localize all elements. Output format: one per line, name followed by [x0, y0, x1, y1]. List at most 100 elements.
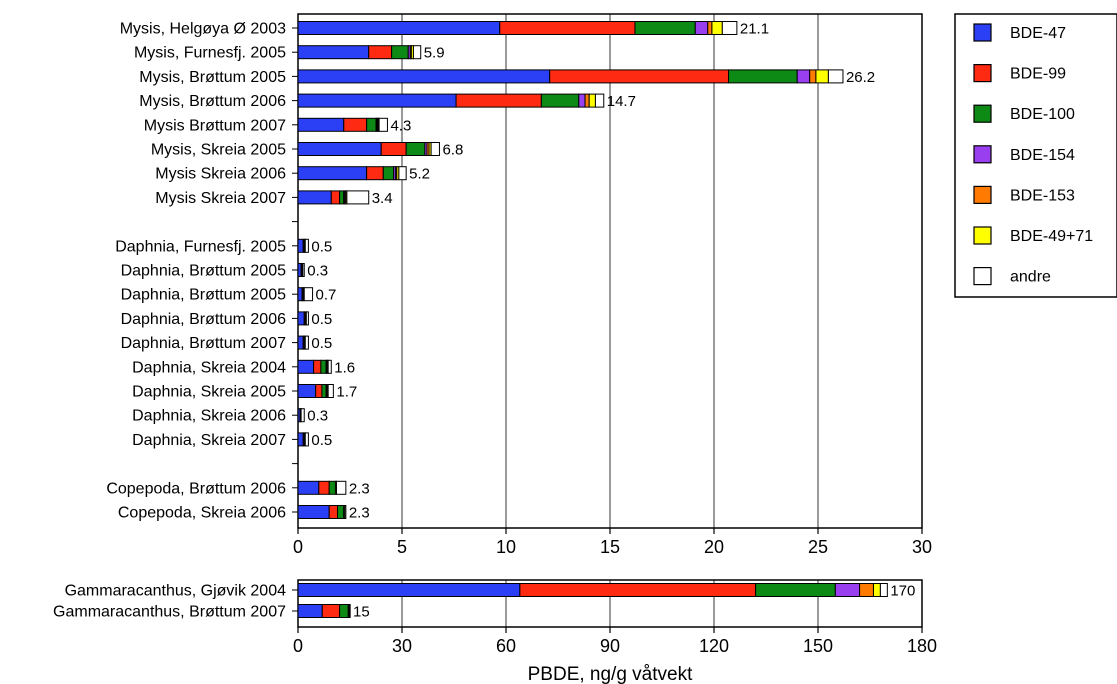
bar-segment-bde-100	[755, 583, 836, 597]
category-label: Daphnia, Brøttum 2005	[121, 263, 287, 280]
x-tick-label-1-0: 0	[293, 636, 303, 656]
category-label: Mysis Brøttum 2007	[144, 117, 286, 134]
bar-segment-bde-100	[320, 359, 327, 374]
bar-segment-bde-99	[315, 384, 323, 398]
bar-segment-bde-100	[540, 93, 580, 108]
bar-segment-bde-47	[297, 359, 315, 374]
legend-entry-label: BDE-99	[1010, 66, 1066, 83]
total-value-label: 26.2	[846, 69, 875, 86]
bar-segment-bde-154	[834, 583, 861, 597]
x-tick-label-0-2: 10	[496, 537, 516, 557]
bar-segment-bde-47	[297, 432, 304, 447]
x-tick-label-0-3: 15	[600, 537, 620, 557]
bar-segment-bde-100	[321, 384, 327, 398]
bar-segment-andre	[412, 45, 422, 60]
bar-segment-bde-100	[337, 505, 345, 519]
category-label: Gammaracanthus, Gjøvik 2004	[65, 583, 287, 600]
bar-segment-bde-154	[694, 21, 709, 35]
bar-segment-bde-47	[297, 190, 332, 205]
bar-segment-bde-99	[318, 480, 330, 495]
bar-segment-bde-47	[297, 45, 370, 60]
bar-segment-andre	[300, 408, 305, 423]
total-value-label: 0.3	[307, 263, 328, 280]
bar-segment-andre	[721, 21, 738, 35]
x-tick-label-1-2: 60	[496, 636, 516, 656]
bar-segment-bde-47	[297, 505, 330, 519]
total-value-label: 6.8	[442, 142, 463, 159]
total-value-label: 170	[890, 583, 915, 600]
bar-segment-bde-100	[339, 604, 349, 618]
bar-segment-bde-99	[328, 505, 339, 519]
category-label: Copepoda, Brøttum 2006	[106, 480, 286, 497]
bar-segment-bde-99	[343, 117, 368, 132]
bar-segment-bde-47	[297, 335, 304, 350]
total-value-label: 3.4	[372, 190, 393, 207]
bar-segment-bde-153	[809, 69, 817, 84]
bar-segment-bde-47	[297, 21, 501, 35]
bar-segment-bde-49-71	[872, 583, 881, 597]
bar-segment-andre	[335, 480, 347, 495]
total-value-label: 1.6	[334, 359, 355, 376]
bar-segment-bde-99	[330, 190, 341, 205]
bar-segment-bde-99	[380, 142, 407, 156]
gammaracanthus-panel: 0 30 60 90 120 150 180 Gammaracanthus, Gjøvik 2…	[53, 579, 937, 656]
bar-segment-bde-100	[328, 480, 336, 495]
bar-segment-bde-99	[455, 93, 542, 108]
legend-swatch	[973, 267, 992, 286]
bar-segment-andre	[430, 142, 440, 156]
x-tick-label-0-4: 20	[704, 537, 724, 557]
total-value-label: 5.2	[409, 166, 430, 183]
bar-segment-bde-99	[366, 166, 384, 181]
category-label: Mysis, Skreia 2005	[151, 142, 286, 159]
total-value-label: 21.1	[740, 21, 769, 38]
bar-segment-bde-100	[391, 45, 409, 60]
legend-entry-label: BDE-47	[1010, 25, 1066, 42]
category-label: Daphnia, Brøttum 2006	[121, 311, 287, 328]
bar-segment-bde-47	[297, 166, 368, 181]
legend: BDE-47 BDE-99 BDE-100 BDE-154 BDE-153 BDE-49+…	[954, 13, 1117, 298]
bar-segment-andre	[304, 335, 309, 350]
bar-segment-bde-153	[859, 583, 874, 597]
bar-segment-bde-99	[549, 69, 730, 84]
bar-segment-bde-154	[796, 69, 811, 84]
bar-segment-andre	[327, 359, 332, 374]
total-value-label: 2.3	[349, 505, 370, 522]
bar-segment-bde-100	[339, 190, 345, 205]
category-label: Mysis, Helgøya Ø 2003	[120, 21, 286, 38]
x-tick-label-0-0: 0	[293, 537, 303, 557]
bar-segment-bde-99	[368, 45, 393, 60]
total-value-label: 15	[353, 604, 370, 621]
total-value-label: 4.3	[390, 117, 411, 134]
bar-segment-bde-153	[707, 21, 713, 35]
bar-segment-andre	[304, 238, 309, 253]
total-value-label: 0.5	[311, 311, 332, 328]
bar-segment-bde-100	[382, 166, 395, 181]
bar-segment-bde-47	[297, 93, 457, 108]
legend-swatch	[973, 104, 992, 123]
category-label: Daphnia, Brøttum 2007	[121, 335, 287, 352]
bar-segment-andre	[378, 117, 388, 132]
bar-segment-bde-47	[297, 384, 317, 398]
bar-segment-bde-100	[728, 69, 798, 84]
total-value-label: 0.3	[307, 408, 328, 425]
category-label: Daphnia, Furnesfj. 2005	[115, 238, 286, 255]
bar-segment-bde-99	[499, 21, 636, 35]
bar-segment-andre	[305, 311, 309, 326]
bar-segment-andre	[327, 384, 334, 398]
category-label: Mysis, Furnesfj. 2005	[134, 45, 286, 62]
bar-segment-bde-100	[405, 142, 426, 156]
bar-segment-bde-100	[634, 21, 696, 35]
bar-segment-bde-99	[321, 604, 341, 618]
category-label: Daphnia, Brøttum 2005	[121, 287, 287, 304]
bar-segment-bde-47	[297, 238, 304, 253]
x-tick-label-0-6: 30	[912, 537, 932, 557]
total-value-label: 5.9	[424, 45, 445, 62]
legend-entry-label: BDE-154	[1010, 147, 1075, 164]
bar-segment-bde-99	[519, 583, 757, 597]
bar-segment-bde-47	[297, 604, 323, 618]
total-value-label: 14.7	[607, 93, 636, 110]
bar-segment-andre	[398, 166, 407, 181]
x-tick-label-1-1: 30	[392, 636, 412, 656]
bar-segment-bde-47	[297, 287, 303, 302]
